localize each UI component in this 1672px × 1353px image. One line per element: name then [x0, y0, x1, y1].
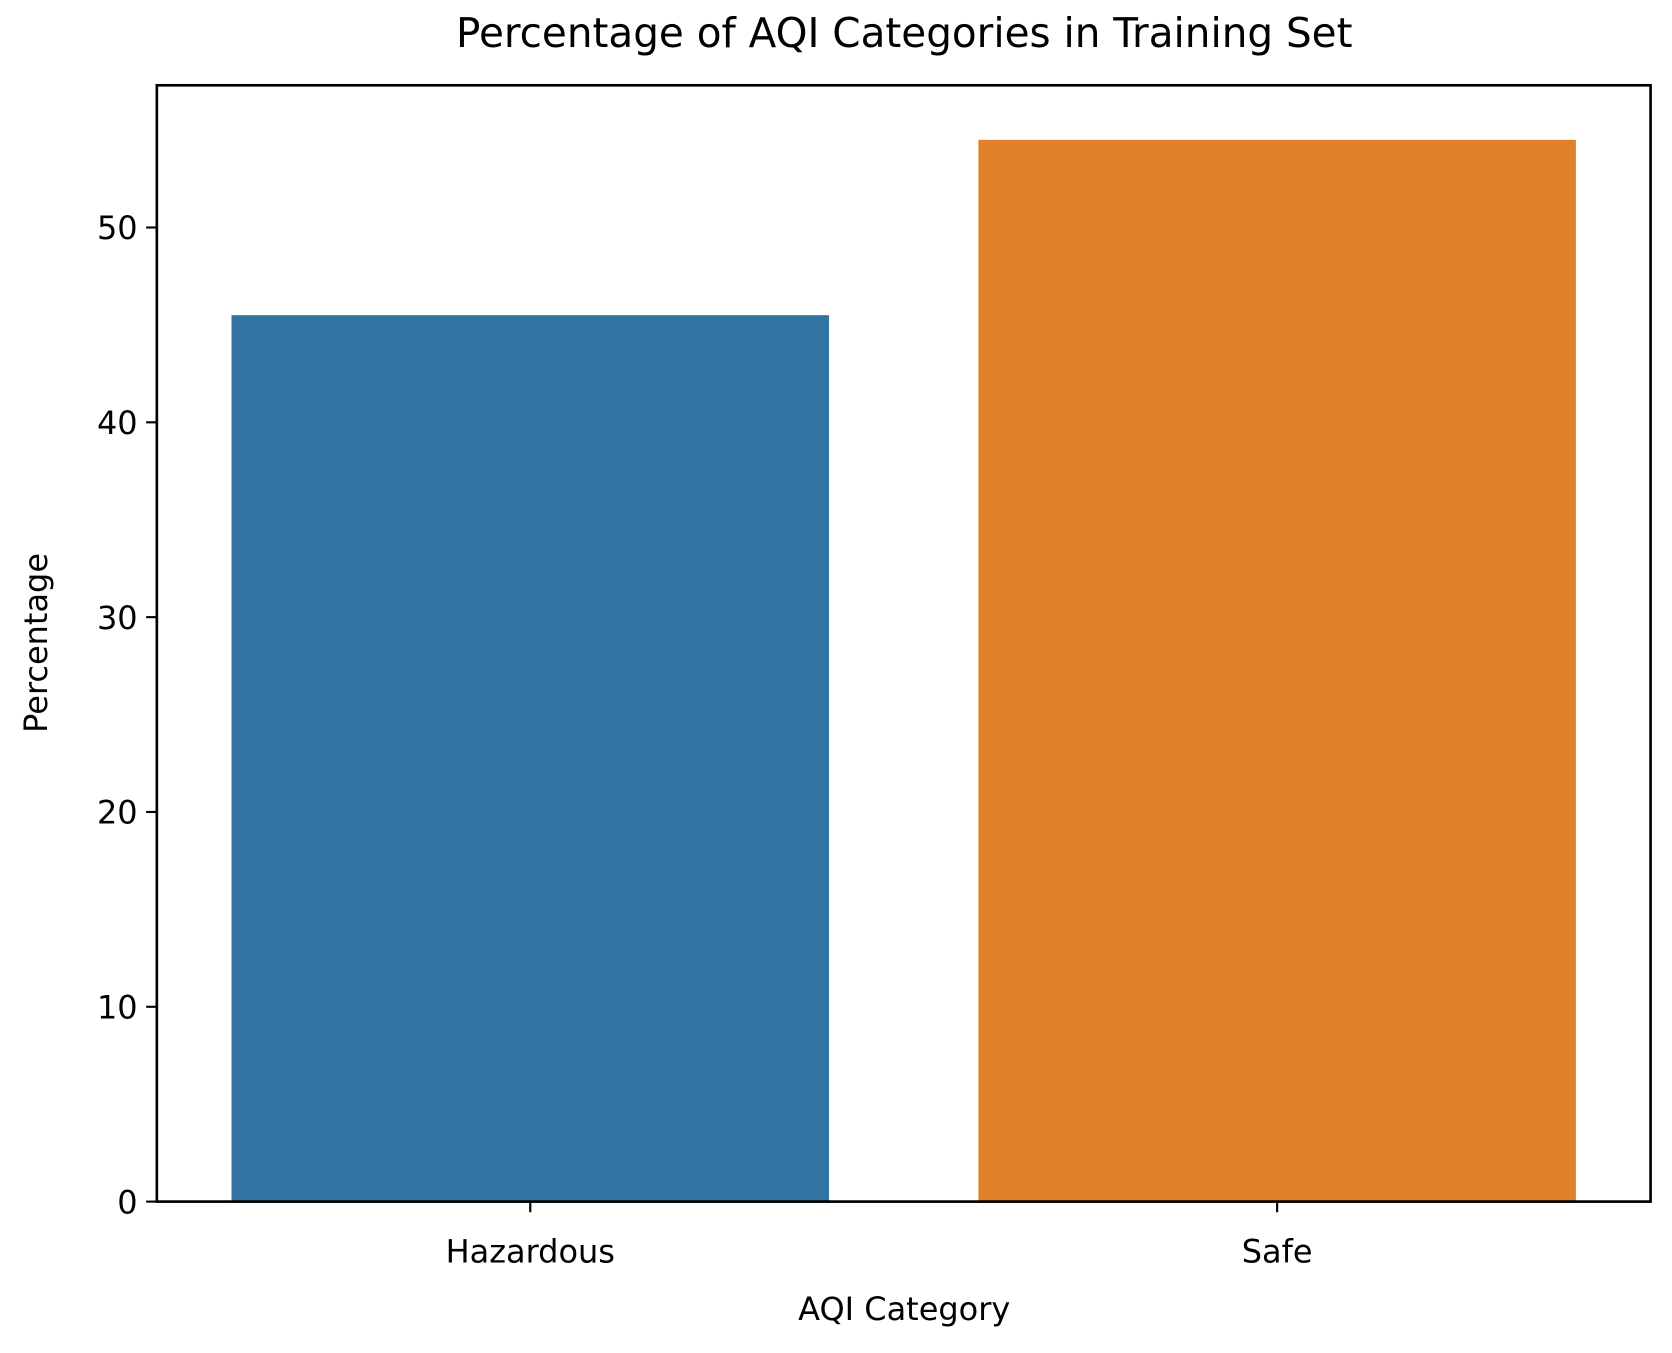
y-tick-label: 50	[97, 209, 138, 247]
chart-title: Percentage of AQI Categories in Training…	[456, 9, 1352, 57]
y-tick-label: 40	[97, 404, 138, 442]
plot-frame	[155, 83, 1652, 1203]
y-tick-label: 30	[97, 599, 138, 637]
x-tick-label: Safe	[1242, 1232, 1313, 1270]
x-tick-label: Hazardous	[446, 1232, 615, 1270]
y-tick-label: 0	[117, 1183, 137, 1221]
y-axis-label: Percentage	[17, 553, 55, 733]
bar	[231, 315, 830, 1202]
x-axis-label: AQI Category	[798, 1290, 1010, 1328]
y-tick-label: 10	[97, 989, 138, 1027]
y-tick-label: 20	[97, 794, 138, 832]
bar	[978, 139, 1576, 1202]
